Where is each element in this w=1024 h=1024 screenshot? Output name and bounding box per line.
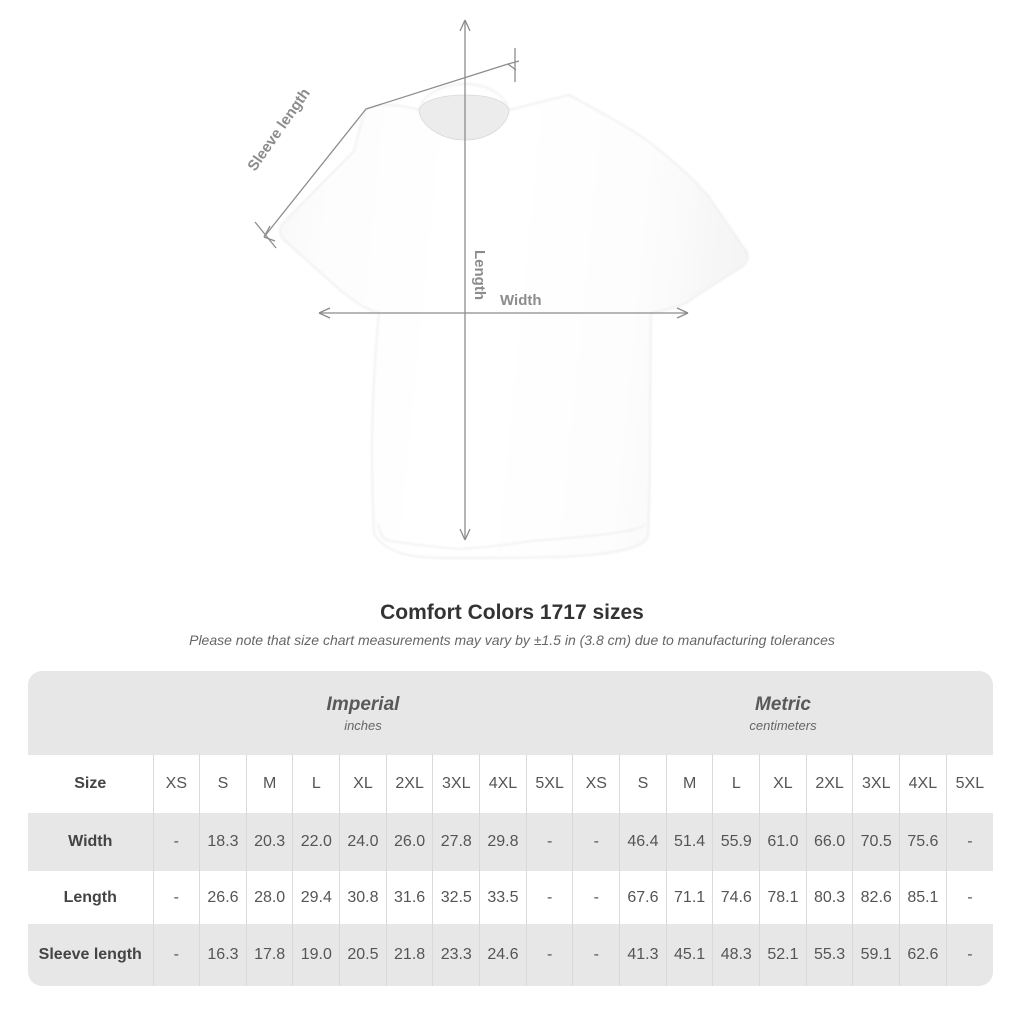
svg-text:Length: Length [471,250,488,300]
svg-text:Sleeve length: Sleeve length [244,85,313,174]
svg-text:Width: Width [500,292,542,309]
